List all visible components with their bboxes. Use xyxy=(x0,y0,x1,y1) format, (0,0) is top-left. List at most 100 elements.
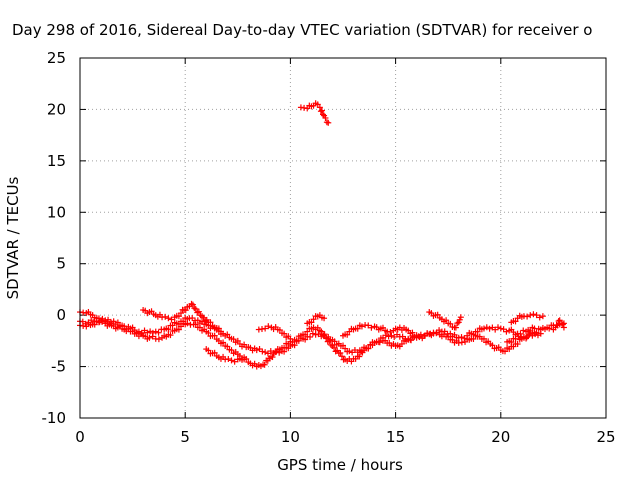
data-point-fill xyxy=(408,337,415,344)
data-point xyxy=(531,325,538,332)
data-point xyxy=(325,119,332,126)
data-point-fill xyxy=(234,337,241,344)
data-point-fill xyxy=(354,325,361,332)
data-point-fill xyxy=(168,316,175,323)
data-point-fill xyxy=(326,337,333,344)
data-point-fill xyxy=(365,345,372,352)
data-point xyxy=(228,347,235,354)
data-point-fill xyxy=(276,327,283,334)
data-point xyxy=(316,104,323,111)
data-point-fill xyxy=(195,308,202,315)
data-point-fill xyxy=(447,320,454,327)
data-point-fill xyxy=(340,342,346,349)
data-point xyxy=(358,323,365,330)
data-point-fill xyxy=(338,353,345,360)
series-7 xyxy=(304,312,328,327)
y-tick-label: 20 xyxy=(47,100,66,118)
data-point-fill xyxy=(175,313,182,320)
data-point-fill xyxy=(320,111,327,118)
data-point-fill xyxy=(207,319,214,326)
data-point-fill xyxy=(318,107,325,114)
data-point xyxy=(365,322,372,329)
data-point xyxy=(287,335,294,342)
series-12 xyxy=(550,317,567,333)
data-point-fill xyxy=(458,334,465,341)
data-point-fill xyxy=(387,328,394,335)
data-point-fill xyxy=(162,313,169,320)
data-point xyxy=(346,348,353,355)
data-point-fill xyxy=(523,334,530,341)
data-point-fill xyxy=(220,339,227,346)
x-tick-label: 0 xyxy=(75,428,85,446)
data-point-fill xyxy=(503,328,510,335)
data-point xyxy=(409,329,416,336)
data-point-fill xyxy=(309,330,316,337)
data-point xyxy=(228,357,235,364)
data-point-fill xyxy=(512,318,519,325)
x-tick-label: 20 xyxy=(491,428,510,446)
data-point-fill xyxy=(230,336,237,343)
data-point xyxy=(135,328,142,335)
x-tick-label: 10 xyxy=(281,428,300,446)
data-point-fill xyxy=(265,323,272,330)
x-tick-label: 25 xyxy=(596,428,615,446)
data-point xyxy=(527,312,534,319)
data-point-fill xyxy=(273,348,280,355)
data-point-fill xyxy=(205,329,212,336)
data-point-fill xyxy=(508,339,515,346)
x-axis-label: GPS time / hours xyxy=(277,456,403,474)
data-point-fill xyxy=(486,325,493,332)
chart-title: Day 298 of 2016, Sidereal Day-to-day VTE… xyxy=(12,21,592,39)
y-tick-label: 0 xyxy=(56,306,66,324)
data-point-fill xyxy=(211,332,218,339)
data-point-fill xyxy=(515,333,522,340)
data-point xyxy=(480,325,487,332)
data-point-fill xyxy=(532,331,539,338)
data-point-fill xyxy=(308,319,315,326)
data-point xyxy=(413,334,420,341)
data-point-fill xyxy=(269,354,276,361)
data-point xyxy=(398,340,405,347)
data-point xyxy=(253,347,260,354)
data-point xyxy=(537,330,544,337)
data-point-fill xyxy=(215,325,222,332)
data-point-fill xyxy=(224,331,231,338)
data-point xyxy=(533,312,540,319)
data-point-fill xyxy=(155,336,162,343)
data-point-fill xyxy=(524,313,531,320)
data-point-fill xyxy=(375,339,382,346)
data-point-fill xyxy=(494,324,501,331)
series-8 xyxy=(340,322,416,339)
data-point-fill xyxy=(489,342,496,349)
data-point xyxy=(192,305,199,312)
data-point-fill xyxy=(518,334,525,341)
data-point-fill xyxy=(91,321,98,328)
data-point-fill xyxy=(530,311,537,318)
data-point xyxy=(388,332,395,339)
data-point xyxy=(165,315,172,322)
data-point xyxy=(152,328,159,335)
data-point-fill xyxy=(224,343,231,350)
data-point xyxy=(558,320,565,327)
data-point-fill xyxy=(382,332,389,339)
data-point-fill xyxy=(211,349,218,356)
data-point-fill xyxy=(416,334,423,341)
grid xyxy=(80,58,606,418)
data-point-fill xyxy=(307,333,314,340)
data-point-fill xyxy=(317,108,324,115)
data-point-fill xyxy=(149,329,156,336)
data-point xyxy=(455,334,462,341)
data-point-fill xyxy=(527,327,534,334)
data-point xyxy=(262,349,269,356)
data-point-fill xyxy=(281,348,288,355)
data-point-fill xyxy=(502,348,509,355)
data-point-fill xyxy=(356,353,363,360)
data-point-fill xyxy=(261,361,268,368)
data-point-fill xyxy=(259,348,266,355)
data-point-fill xyxy=(175,326,182,333)
data-point-fill xyxy=(433,330,440,337)
data-point xyxy=(539,313,546,320)
data-point xyxy=(321,315,328,322)
data-point-fill xyxy=(452,324,459,331)
